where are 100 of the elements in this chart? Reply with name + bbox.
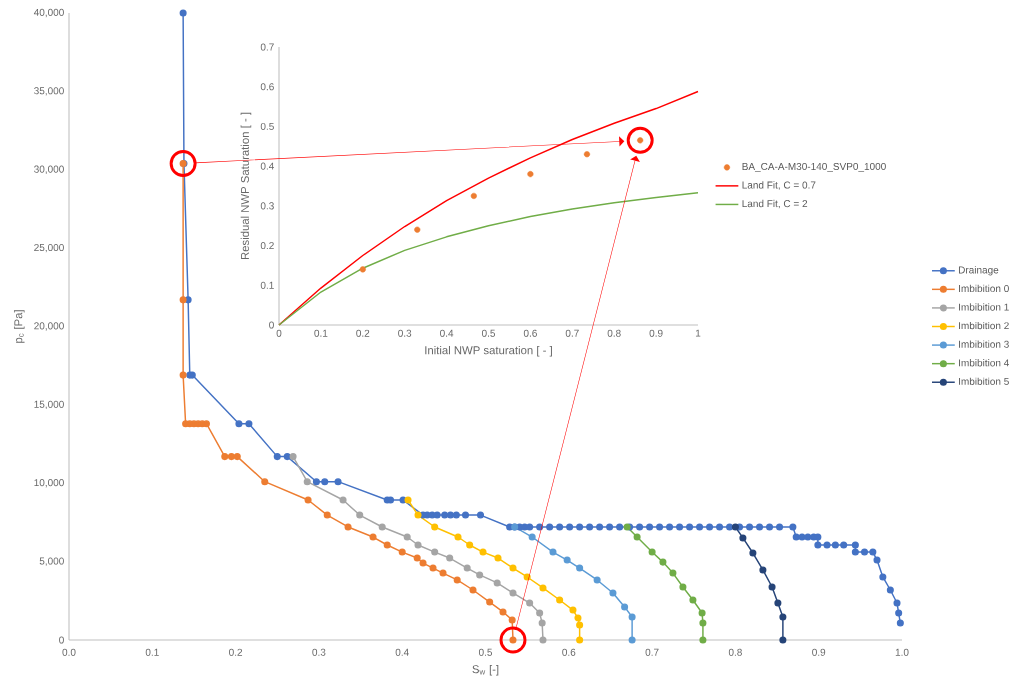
point [179,296,187,304]
y-tick-label: 0.1 [260,281,274,289]
point [339,496,347,504]
point [429,564,437,572]
y-tick-label: 30,000 [34,165,64,174]
point [454,533,462,541]
point [479,548,487,556]
point [359,266,366,273]
point [289,453,297,461]
point [233,453,241,461]
point [689,596,697,604]
point [669,569,677,577]
x-tick-label: 0.7 [565,329,579,337]
point [779,636,787,644]
point [469,586,477,594]
point [628,613,636,621]
point [698,609,706,617]
point [523,573,531,581]
point [563,556,571,564]
x-axis-title: Initial NWP saturation [ - ] [425,345,552,357]
point [576,564,584,572]
x-tick-label: 0.6 [562,648,576,656]
legend-label: Imbibition 1 [959,303,1009,311]
point [413,554,421,562]
point [404,496,412,504]
point [431,548,439,556]
point [774,599,782,607]
point [749,549,757,557]
legend-label: Imbibition 0 [959,284,1009,293]
point [526,599,534,607]
point [493,579,501,587]
x-tick-label: 0.2 [356,329,370,337]
point [221,453,229,461]
point [403,533,411,541]
point [621,603,629,611]
point [470,192,477,199]
point [398,548,406,556]
point [356,511,364,519]
point [486,598,494,606]
x-tick-label: 0.7 [645,648,659,656]
point [179,371,187,379]
point [739,534,747,542]
point [414,511,422,519]
point [576,621,584,629]
x-tick-label: 0 [276,329,282,337]
x-axis-title: S$_{w}$ [-] [472,664,499,676]
point [633,533,641,541]
x-tick-label: 0.4 [440,329,454,337]
y-tick-label: 0.5 [260,122,274,130]
point [509,589,517,597]
y-tick-label: 0 [59,636,64,644]
point [227,453,235,461]
legend-label: Imbibition 5 [959,377,1009,385]
y-tick-label: 40,000 [33,8,64,18]
y-tick-label: 0 [269,321,274,329]
y-tick-label: 10,000 [34,479,64,488]
point [779,613,787,621]
point [569,606,577,614]
legend-label: Imbibition 3 [959,340,1009,348]
point [759,566,767,574]
x-tick-label: 0.5 [481,329,496,337]
x-tick-label: 0.3 [312,648,326,656]
x-tick-label: 0.2 [229,648,243,656]
point [378,523,386,531]
point [261,478,269,486]
x-tick-label: 0.9 [649,329,663,337]
legend-label: Imbibition 4 [959,359,1009,367]
point [466,541,474,549]
point [509,564,517,572]
x-tick-label: 0.0 [62,648,76,656]
point [453,576,461,584]
y-tick-label: 15,000 [34,400,64,409]
point [539,636,547,644]
point [527,171,534,178]
point [414,226,421,233]
point [536,609,544,617]
point [431,523,439,531]
point [659,558,667,566]
point [476,571,484,579]
point [609,589,617,597]
point [731,523,739,531]
y-tick-label: 0.7 [260,43,274,51]
legend-label: BA_CA-A-M30-140_SVP0_1000 [742,162,886,172]
legend-label: Land Fit, C = 0.7 [742,181,816,190]
legend-label: Imbibition 2 [959,321,1009,330]
point [549,548,557,556]
x-tick-label: 0.9 [812,648,826,656]
x-tick-label: 0.4 [395,648,409,656]
point [369,533,377,541]
y-tick-label: 0.2 [260,242,274,250]
point [344,523,352,531]
x-tick-label: 1 [695,329,701,337]
point [494,554,502,562]
point [648,548,656,556]
point [574,614,582,622]
y-tick-label: 5,000 [39,557,64,566]
legend-label: Drainage [958,266,999,276]
point [419,559,427,567]
x-tick-label: 1.0 [895,648,909,656]
point [593,576,601,584]
